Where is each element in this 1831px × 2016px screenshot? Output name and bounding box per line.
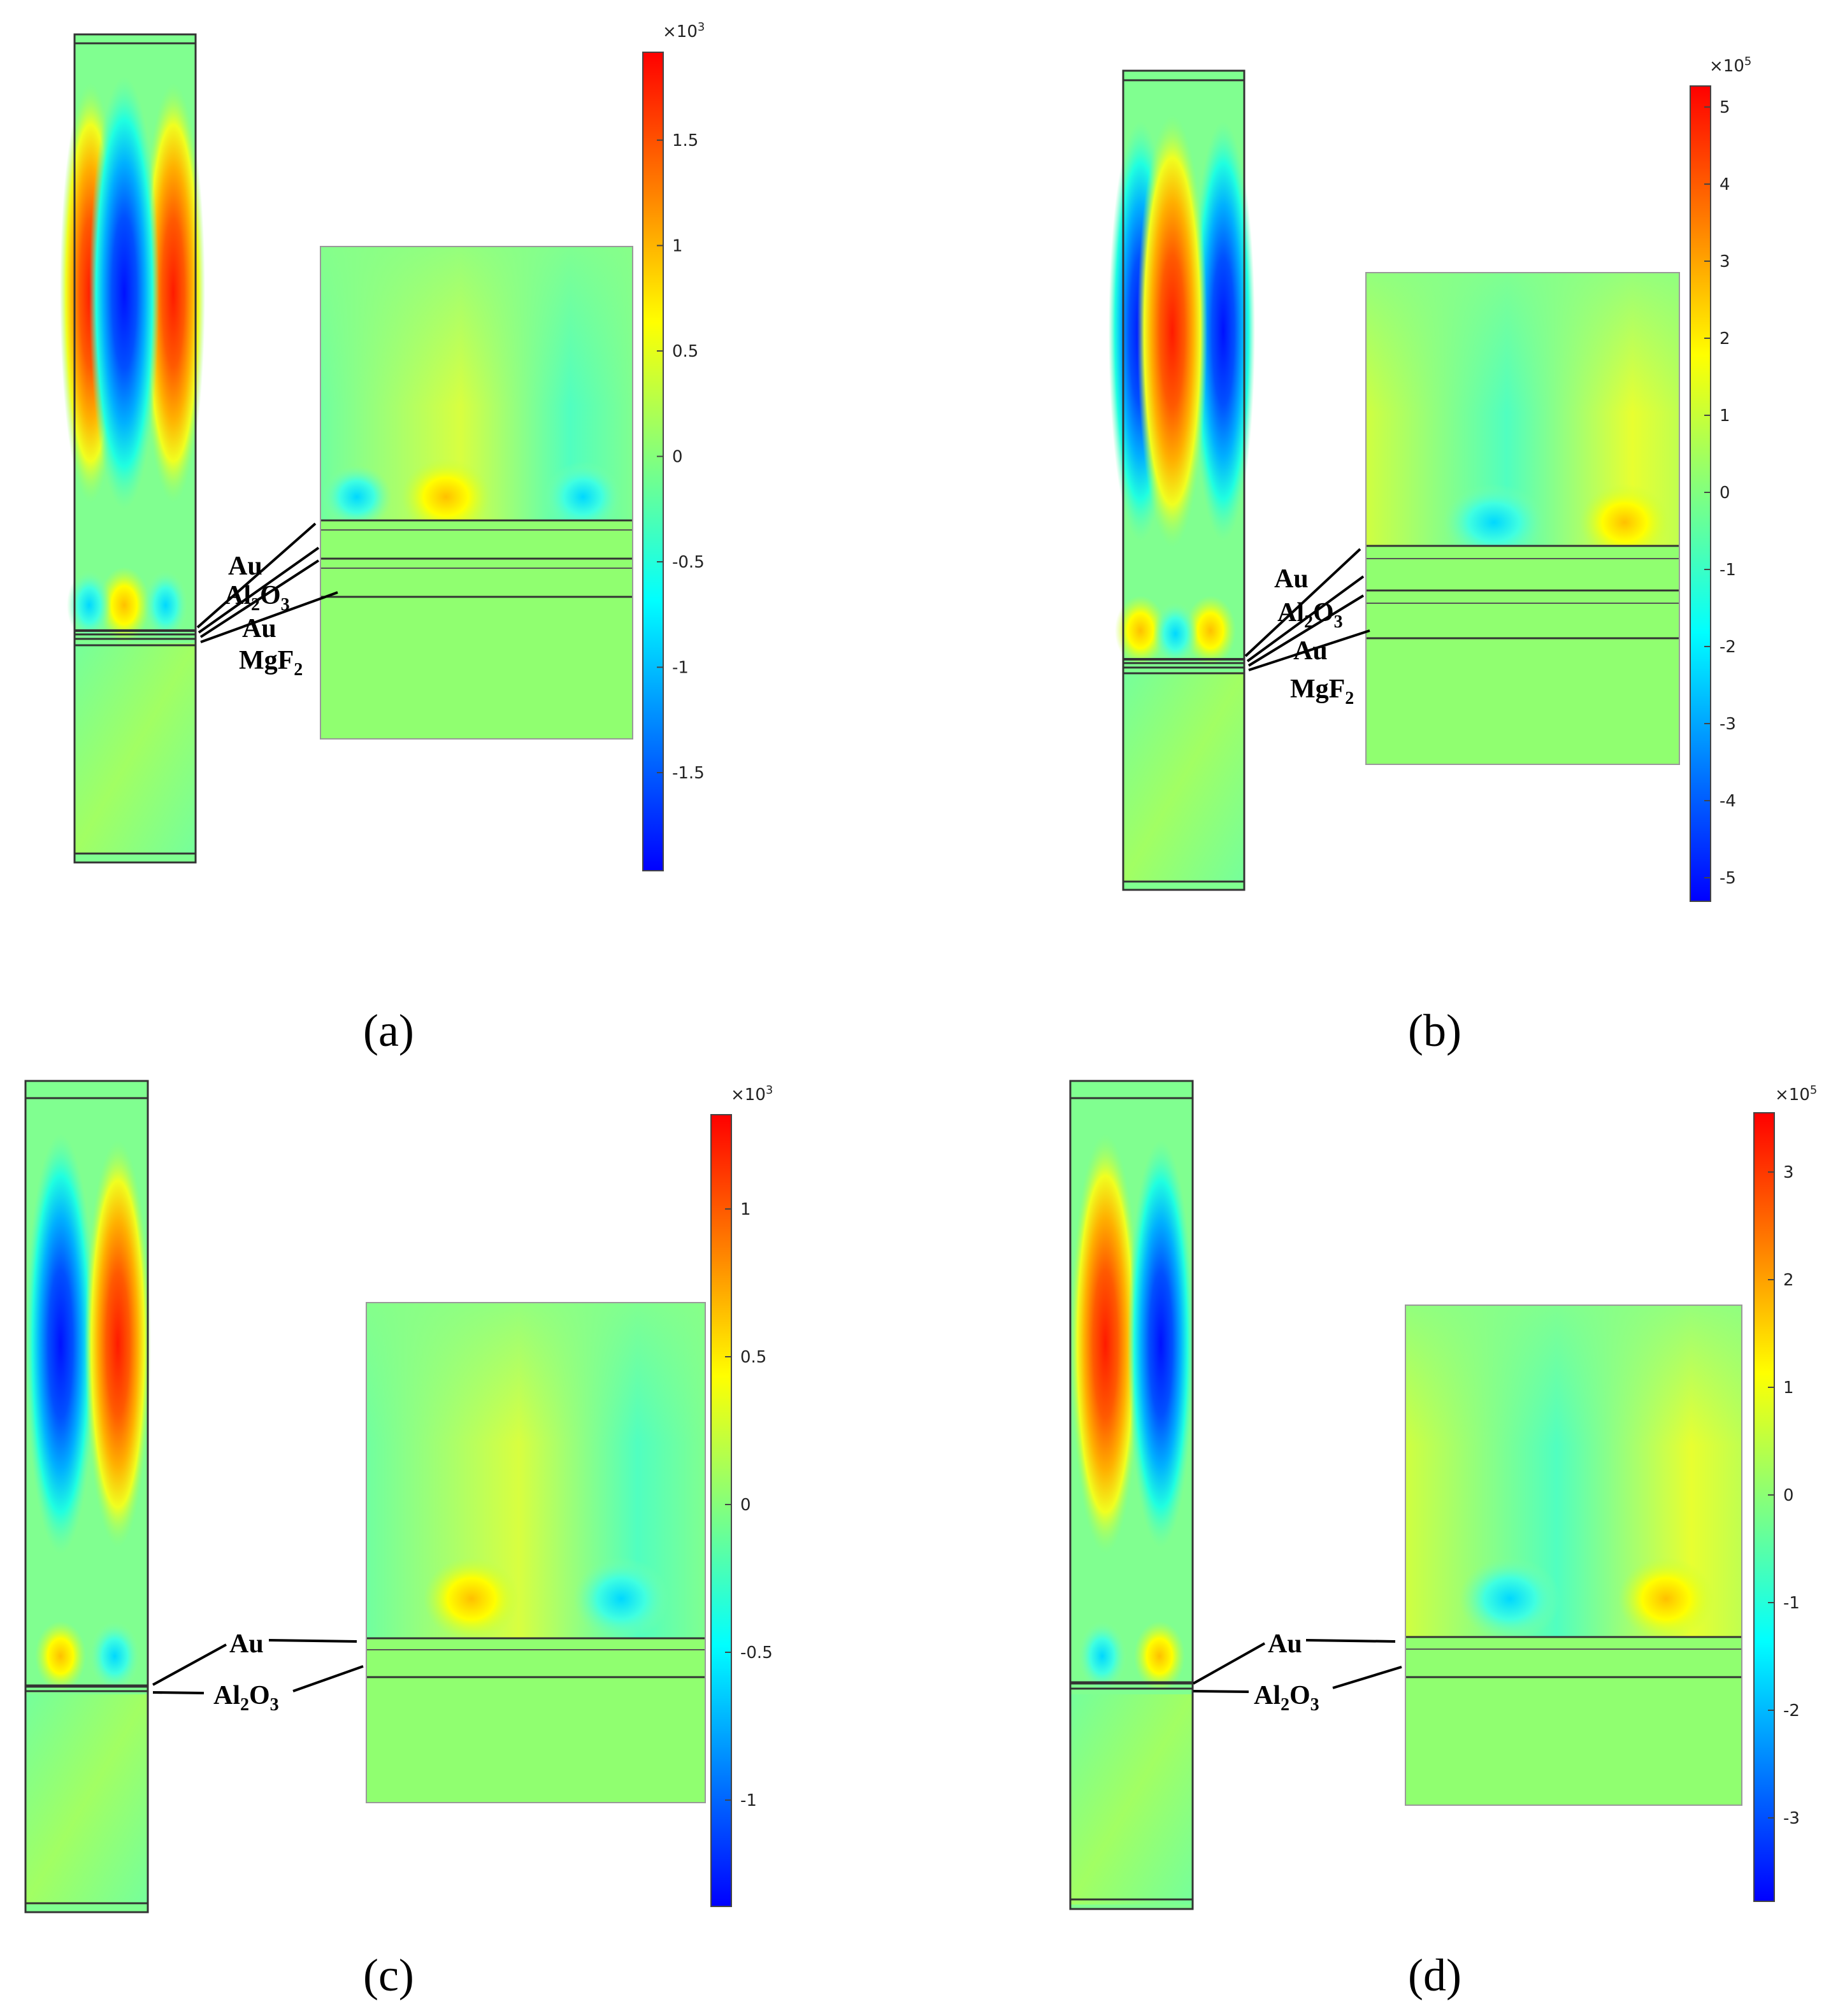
colorbar-tick-label: 0.5: [740, 1348, 766, 1367]
colorbar-tick-label: 1: [1720, 406, 1730, 425]
colorbar-tick-label: -5: [1720, 869, 1736, 888]
full-cell: [60, 33, 205, 864]
full-cell: [24, 1080, 151, 1913]
colorbar-tick-label: 0: [1783, 1486, 1794, 1505]
colorbar-tick-label: 0: [1720, 483, 1730, 503]
layer-label-al2o3: Al2O3: [1277, 598, 1343, 632]
colorbar-tick-label: -1.5: [672, 764, 705, 783]
panel-label-d: (d): [1408, 1950, 1461, 2001]
colorbar-ticks: 3 2 1 0 -1 -2 -3: [1768, 1163, 1800, 1828]
layer-leader-lines: [196, 522, 338, 643]
colorbar-tick-label: 3: [1783, 1163, 1794, 1182]
colorbar-ticks: 5 4 3 2 1 0 -1 -2 -3 -4 -5: [1704, 98, 1736, 888]
colorbar-tick-label: 1: [672, 237, 683, 256]
colorbar-tick-label: -2: [1783, 1701, 1800, 1720]
colorbar: ×103 1 0.5 0 -0.5 -1: [710, 1083, 773, 1907]
layer-label-au: Au: [1274, 564, 1309, 594]
panel-b: Au Al2O3 Au MgF2 ×105 5 4 3 2 1 0 -1 -2 -3 -4 -5 (…: [1109, 55, 1751, 1056]
colorbar-tick-label: 0: [672, 448, 683, 467]
colorbar: ×105 3 2 1 0 -1 -2 -3: [1753, 1083, 1817, 1902]
layer-label-au: Au: [229, 1629, 264, 1659]
panel-label-b: (b): [1408, 1005, 1461, 1056]
layer-leader-lines: [152, 1639, 364, 1694]
colorbar: ×105 5 4 3 2 1 0 -1 -2 -3 -4 -5: [1690, 55, 1751, 902]
colorbar-tick-label: -1: [740, 1791, 757, 1810]
zoom-view: [1365, 272, 1680, 765]
colorbar-tick-label: -0.5: [672, 553, 705, 572]
colorbar-tick-label: -1: [672, 659, 689, 678]
layer-label-au: Au: [1268, 1629, 1302, 1659]
colorbar-tick-label: 2: [1720, 329, 1730, 348]
colorbar-exponent: ×105: [1709, 55, 1751, 76]
layer-leader-lines: [1244, 548, 1370, 671]
colorbar-tick-label: 0.5: [672, 342, 698, 361]
colorbar-tick-label: -4: [1720, 792, 1736, 811]
colorbar-tick-label: -1: [1720, 561, 1736, 580]
panel-c: Au Al2O3 ×103 1 0.5 0 -0.5 -1 (c): [24, 1080, 773, 2001]
colorbar-tick-label: 2: [1783, 1271, 1794, 1290]
full-cell: [1069, 1080, 1194, 1910]
zoom-view: [320, 246, 633, 740]
zoom-view: [366, 1302, 706, 1803]
colorbar-exponent: ×103: [663, 20, 705, 41]
layer-label-au: Au: [228, 552, 262, 581]
layer-label-al2o3: Al2O3: [1254, 1681, 1319, 1715]
colorbar-ticks: 1 0.5 0 -0.5 -1: [725, 1200, 773, 1810]
layer-label-mgf2: MgF2: [1290, 675, 1354, 708]
colorbar-ticks: 1.5 1 0.5 0 -0.5 -1 -1.5: [657, 131, 705, 783]
layer-label-al2o3: Al2O3: [213, 1681, 279, 1715]
colorbar-tick-label: -3: [1720, 715, 1736, 734]
colorbar-tick-label: 0: [740, 1496, 751, 1515]
panel-label-c: (c): [363, 1950, 414, 2001]
layer-label-mgf2: MgF2: [239, 646, 303, 680]
colorbar-tick-label: -0.5: [740, 1643, 773, 1662]
colorbar-tick-label: -2: [1720, 638, 1736, 657]
layer-leader-lines: [1193, 1639, 1402, 1693]
layer-label-au-2: Au: [1293, 636, 1328, 666]
layer-label-au-2: Au: [242, 614, 276, 643]
colorbar-tick-label: 5: [1720, 98, 1730, 117]
colorbar-exponent: ×103: [731, 1083, 773, 1105]
colorbar-tick-label: 1.5: [672, 131, 698, 150]
colorbar-exponent: ×105: [1775, 1083, 1817, 1105]
colorbar-tick-label: 3: [1720, 252, 1730, 271]
panel-a: Au Al2O3 Au MgF2 ×103 1.5 1 0.5 0 -0.5 -1 -1.5…: [60, 20, 705, 1056]
colorbar-tick-label: 1: [1783, 1378, 1794, 1398]
layer-label-al2o3: Al2O3: [224, 581, 290, 615]
panel-label-a: (a): [363, 1005, 414, 1056]
colorbar-tick-label: -3: [1783, 1809, 1800, 1828]
full-cell: [1109, 69, 1255, 891]
colorbar-tick-label: 4: [1720, 175, 1730, 194]
colorbar-tick-label: 1: [740, 1200, 751, 1219]
colorbar-tick-label: -1: [1783, 1594, 1800, 1613]
zoom-view: [1405, 1305, 1742, 1806]
panel-d: Au Al2O3 ×105 3 2 1 0 -1 -2 -3 (d): [1069, 1080, 1817, 2001]
colorbar: ×103 1.5 1 0.5 0 -0.5 -1 -1.5: [642, 20, 705, 871]
